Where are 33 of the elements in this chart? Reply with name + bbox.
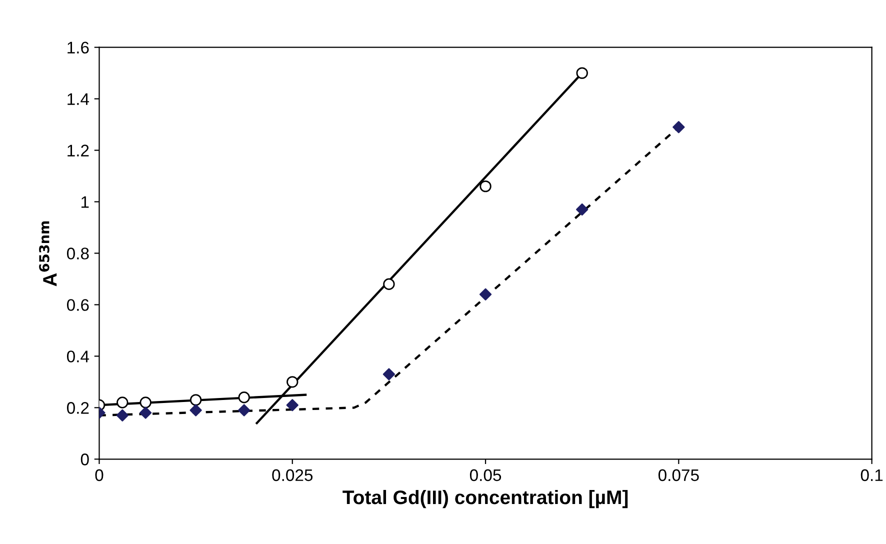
point — [140, 396, 152, 408]
point — [238, 392, 250, 404]
point — [190, 394, 202, 406]
point — [382, 368, 396, 380]
y-tick-label: 0.2 — [66, 402, 89, 414]
y-tick-label: 1 — [82, 196, 89, 208]
point — [116, 409, 128, 422]
x-tick-label: 0.1 — [860, 469, 883, 482]
y-tick-label: 0 — [80, 454, 89, 466]
y-tick-label: 1.6 — [68, 42, 89, 54]
point — [576, 203, 588, 216]
point — [116, 396, 128, 408]
y-axis-title: A$^{653nm}$ — [39, 221, 57, 286]
y-tick-label: 1.2 — [68, 144, 89, 156]
point — [672, 121, 685, 134]
point — [140, 406, 152, 419]
y-tick-label: 0.6 — [66, 299, 89, 311]
y-tick-label: 1.4 — [68, 93, 90, 105]
x-tick-label: 0.05 — [470, 469, 502, 482]
y-tick-label: 0.8 — [66, 248, 89, 260]
point — [480, 180, 492, 192]
point — [286, 399, 298, 412]
x-tick-label: 0.025 — [272, 469, 313, 482]
point — [286, 376, 298, 388]
point — [576, 67, 588, 79]
point — [479, 288, 492, 300]
point — [383, 278, 395, 290]
x-tick-label: 0.075 — [658, 469, 699, 482]
x-axis-title: Total Gd(III) concentration [µM] — [342, 490, 628, 508]
point — [238, 404, 250, 416]
point — [190, 404, 202, 416]
y-tick-label: 0.4 — [66, 350, 90, 362]
x-tick-label: 0 — [95, 469, 104, 482]
